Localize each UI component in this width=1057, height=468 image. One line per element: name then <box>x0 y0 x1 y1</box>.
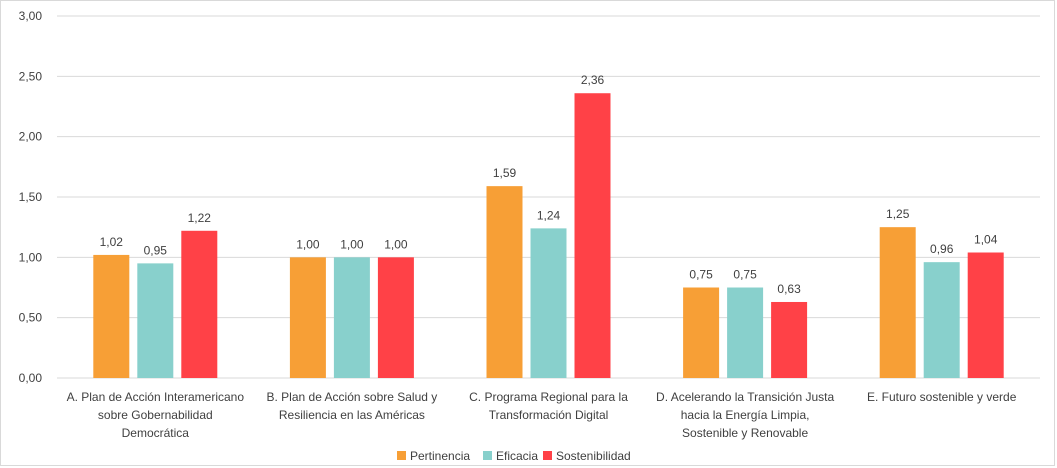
legend-swatch <box>543 451 552 460</box>
data-label: 1,02 <box>100 235 124 249</box>
y-tick-label: 3,00 <box>19 9 43 23</box>
category-label-line: Democrática <box>122 426 190 440</box>
category-label: C. Programa Regional para la Transformaci… <box>469 390 628 422</box>
data-labels: 1,02 0,95 1,22 1,00 1,00 1,00 1,59 1,24 2,36 0,75… <box>100 73 998 296</box>
category-label-line: E. Futuro sostenible y verde <box>867 390 1017 404</box>
category-label-line: A. Plan de Acción Interamericano <box>67 390 245 404</box>
bar-pertinencia <box>486 186 523 378</box>
data-label: 1,22 <box>188 211 212 225</box>
bar-sostenibilidad <box>967 252 1004 378</box>
category-label: A. Plan de Acción Interamericano sobre Go… <box>67 390 245 440</box>
legend-swatch <box>483 451 492 460</box>
data-label: 1,25 <box>886 207 910 221</box>
category-label-line: C. Programa Regional para la <box>469 390 628 404</box>
category-label-line: D. Acelerando la Transición Justa <box>656 390 834 404</box>
data-label: 1,24 <box>537 208 561 222</box>
category-label: D. Acelerando la Transición Justa hacia l… <box>656 390 834 440</box>
category-label: B. Plan de Acción sobre Salud y Resilienc… <box>267 390 438 422</box>
data-label: 0,95 <box>144 243 168 257</box>
data-label: 0,75 <box>733 268 757 282</box>
bar-eficacia <box>530 228 567 378</box>
bar-eficacia <box>333 257 370 378</box>
category-labels: A. Plan de Acción Interamericano sobre Go… <box>67 390 1017 440</box>
bar-sostenibilidad <box>771 301 808 378</box>
data-label: 1,00 <box>296 237 320 251</box>
data-label: 2,36 <box>581 73 605 87</box>
category-label-line: hacia la Energía Limpia, <box>681 408 810 422</box>
category-label-line: B. Plan de Acción sobre Salud y <box>267 390 438 404</box>
category-label-line: Sostenible y Renovable <box>682 426 808 440</box>
y-tick-label: 1,50 <box>19 190 43 204</box>
data-label: 0,75 <box>689 268 713 282</box>
legend-label: Sostenibilidad <box>556 449 631 463</box>
legend-swatch <box>397 451 406 460</box>
y-tick-label: 1,00 <box>19 250 43 264</box>
bar-eficacia <box>727 287 764 378</box>
bar-sostenibilidad <box>574 93 611 378</box>
data-label: 1,00 <box>384 237 408 251</box>
y-axis-ticks: 0,00 0,50 1,00 1,50 2,00 2,50 3,00 <box>19 9 43 385</box>
data-label: 0,63 <box>777 282 801 296</box>
bar-pertinencia <box>879 227 916 378</box>
bar-pertinencia <box>93 254 130 378</box>
bar-eficacia <box>923 262 960 378</box>
y-tick-label: 0,50 <box>19 311 43 325</box>
bars <box>93 93 1004 378</box>
category-label: E. Futuro sostenible y verde <box>867 390 1017 404</box>
gridlines <box>57 15 1040 379</box>
category-label-line: sobre Gobernabilidad <box>98 408 213 422</box>
category-label-line: Transformación Digital <box>489 408 609 422</box>
bar-pertinencia <box>289 257 326 378</box>
data-label: 1,59 <box>493 166 517 180</box>
bar-pertinencia <box>683 287 720 378</box>
data-label: 0,96 <box>930 242 954 256</box>
bar-sostenibilidad <box>181 230 218 378</box>
legend-label: Pertinencia <box>410 449 470 463</box>
category-label-line: Resiliencia en las Américas <box>279 408 425 422</box>
y-tick-label: 0,00 <box>19 371 43 385</box>
legend-label: Eficacia <box>496 449 538 463</box>
y-tick-label: 2,00 <box>19 130 43 144</box>
y-tick-label: 2,50 <box>19 69 43 83</box>
bar-eficacia <box>137 263 174 378</box>
bar-sostenibilidad <box>377 257 414 378</box>
data-label: 1,00 <box>340 237 364 251</box>
legend: Pertinencia Eficacia Sostenibilidad <box>397 449 631 463</box>
data-label: 1,04 <box>974 233 998 247</box>
